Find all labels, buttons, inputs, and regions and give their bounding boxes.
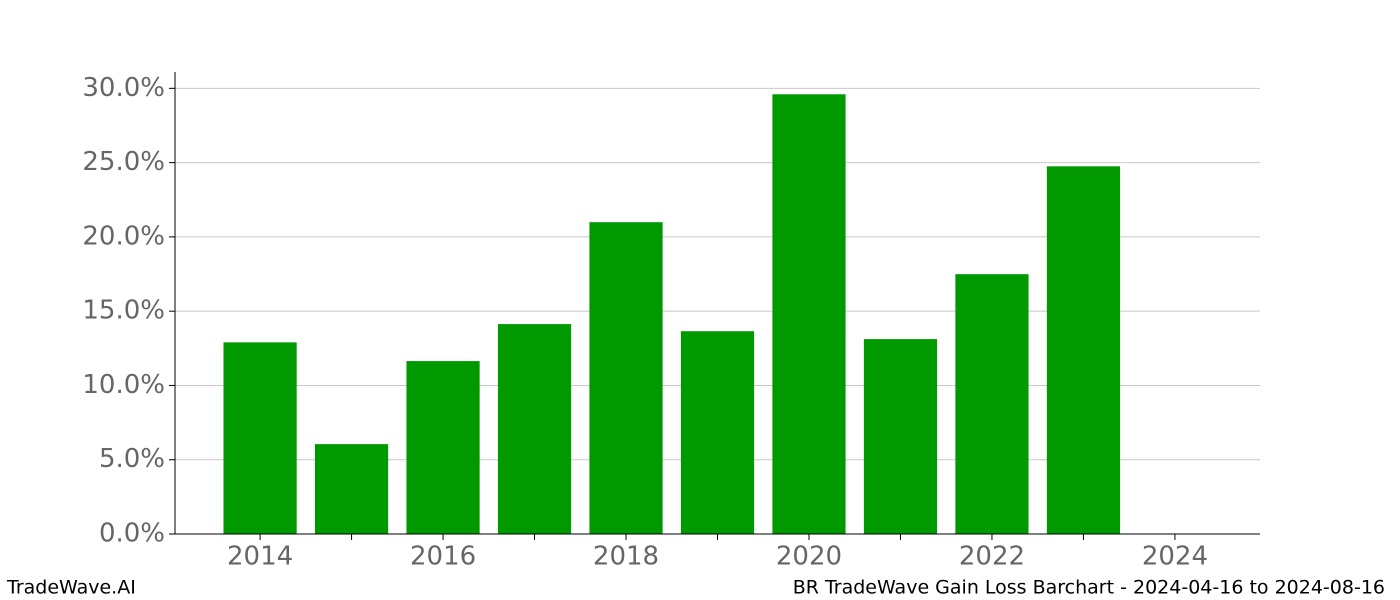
source: TradeWave.AI (6, 577, 136, 599)
bar (406, 361, 480, 534)
bar (497, 324, 572, 534)
bar (589, 222, 663, 534)
x-tick-label: 2022 (959, 542, 1025, 572)
y-tick-label: 25.0% (82, 147, 165, 177)
bar (863, 339, 938, 534)
bar (223, 342, 297, 534)
bar (1046, 166, 1121, 535)
bar (955, 274, 1029, 534)
chart-title: BR TradeWave Gain Loss Barchart - 2024-0… (793, 577, 1385, 599)
x-tick-label: 2024 (1142, 542, 1208, 572)
y-tick-label: 0.0% (99, 519, 165, 549)
y-tick-label: 30.0% (82, 73, 165, 103)
x-tick-label: 2014 (227, 542, 293, 572)
y-tick-label: 10.0% (82, 370, 165, 400)
bar (680, 331, 755, 534)
x-tick-label: 2020 (776, 542, 842, 572)
bar (772, 94, 846, 534)
y-tick-label: 15.0% (82, 296, 165, 326)
y-tick-label: 20.0% (82, 221, 165, 251)
x-tick-label: 2016 (410, 542, 476, 572)
y-tick-label: 5.0% (99, 444, 165, 474)
x-tick-label: 2018 (593, 542, 659, 572)
bar (314, 444, 389, 534)
